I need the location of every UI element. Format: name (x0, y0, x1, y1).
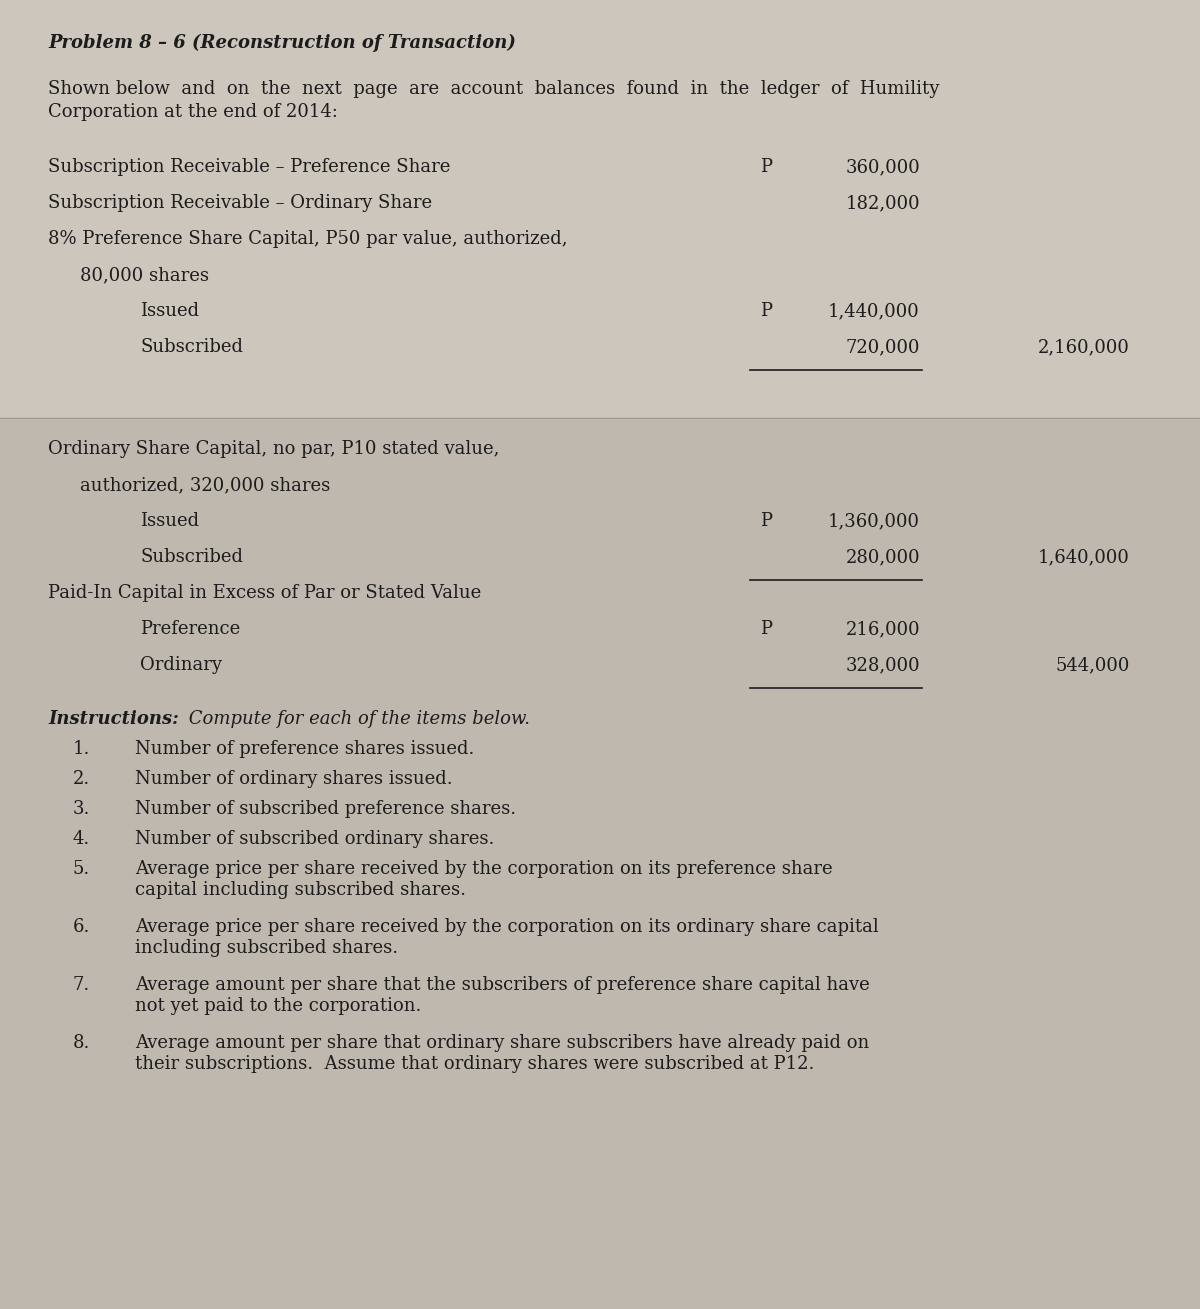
Text: Preference: Preference (140, 620, 240, 637)
Text: 4.: 4. (73, 830, 90, 848)
Text: Subscription Receivable – Ordinary Share: Subscription Receivable – Ordinary Share (48, 194, 432, 212)
Text: 8.: 8. (73, 1034, 90, 1052)
Text: Issued: Issued (140, 512, 199, 530)
Text: Ordinary Share Capital, no par, P10 stated value,: Ordinary Share Capital, no par, P10 stat… (48, 440, 499, 458)
Text: Problem 8 – 6 (Reconstruction of Transaction): Problem 8 – 6 (Reconstruction of Transac… (48, 34, 516, 52)
Text: 2.: 2. (73, 770, 90, 788)
Text: Average amount per share that the subscribers of preference share capital have
n: Average amount per share that the subscr… (134, 977, 870, 1014)
Text: P: P (760, 620, 772, 637)
Text: P: P (760, 158, 772, 175)
Text: Corporation at the end of 2014:: Corporation at the end of 2014: (48, 103, 338, 120)
Text: 720,000: 720,000 (846, 338, 920, 356)
Text: Compute for each of the items below.: Compute for each of the items below. (182, 709, 530, 728)
Text: 5.: 5. (73, 860, 90, 878)
Text: 1,640,000: 1,640,000 (1038, 548, 1130, 565)
Text: Number of preference shares issued.: Number of preference shares issued. (134, 740, 474, 758)
Text: authorized, 320,000 shares: authorized, 320,000 shares (80, 476, 330, 493)
Text: Ordinary: Ordinary (140, 656, 222, 674)
Text: Average amount per share that ordinary share subscribers have already paid on
th: Average amount per share that ordinary s… (134, 1034, 869, 1073)
Text: 2,160,000: 2,160,000 (1038, 338, 1130, 356)
Text: 8% Preference Share Capital, P50 par value, authorized,: 8% Preference Share Capital, P50 par val… (48, 230, 568, 247)
Text: 216,000: 216,000 (845, 620, 920, 637)
Text: 3.: 3. (73, 800, 90, 818)
Text: Paid-In Capital in Excess of Par or Stated Value: Paid-In Capital in Excess of Par or Stat… (48, 584, 481, 602)
Text: 1.: 1. (73, 740, 90, 758)
Text: Number of subscribed preference shares.: Number of subscribed preference shares. (134, 800, 516, 818)
Text: 6.: 6. (73, 918, 90, 936)
Bar (0, 0, 1200, 420)
Text: 7.: 7. (73, 977, 90, 994)
Text: Subscribed: Subscribed (140, 548, 242, 565)
Text: 1,360,000: 1,360,000 (828, 512, 920, 530)
Text: Issued: Issued (140, 302, 199, 319)
Text: Number of ordinary shares issued.: Number of ordinary shares issued. (134, 770, 452, 788)
Text: 280,000: 280,000 (845, 548, 920, 565)
Text: P: P (760, 512, 772, 530)
Text: P: P (760, 302, 772, 319)
Text: 80,000 shares: 80,000 shares (80, 266, 209, 284)
Text: Shown below  and  on  the  next  page  are  account  balances  found  in  the  l: Shown below and on the next page are acc… (48, 80, 940, 98)
Text: 182,000: 182,000 (845, 194, 920, 212)
Text: 360,000: 360,000 (845, 158, 920, 175)
Bar (0, 420, 1200, 1309)
Text: Average price per share received by the corporation on its preference share
capi: Average price per share received by the … (134, 860, 833, 899)
Text: Subscription Receivable – Preference Share: Subscription Receivable – Preference Sha… (48, 158, 450, 175)
Text: Number of subscribed ordinary shares.: Number of subscribed ordinary shares. (134, 830, 494, 848)
Text: Instructions:: Instructions: (48, 709, 179, 728)
Text: 328,000: 328,000 (845, 656, 920, 674)
Text: Subscribed: Subscribed (140, 338, 242, 356)
Text: Average price per share received by the corporation on its ordinary share capita: Average price per share received by the … (134, 918, 878, 957)
Text: 544,000: 544,000 (1056, 656, 1130, 674)
Text: 1,440,000: 1,440,000 (828, 302, 920, 319)
